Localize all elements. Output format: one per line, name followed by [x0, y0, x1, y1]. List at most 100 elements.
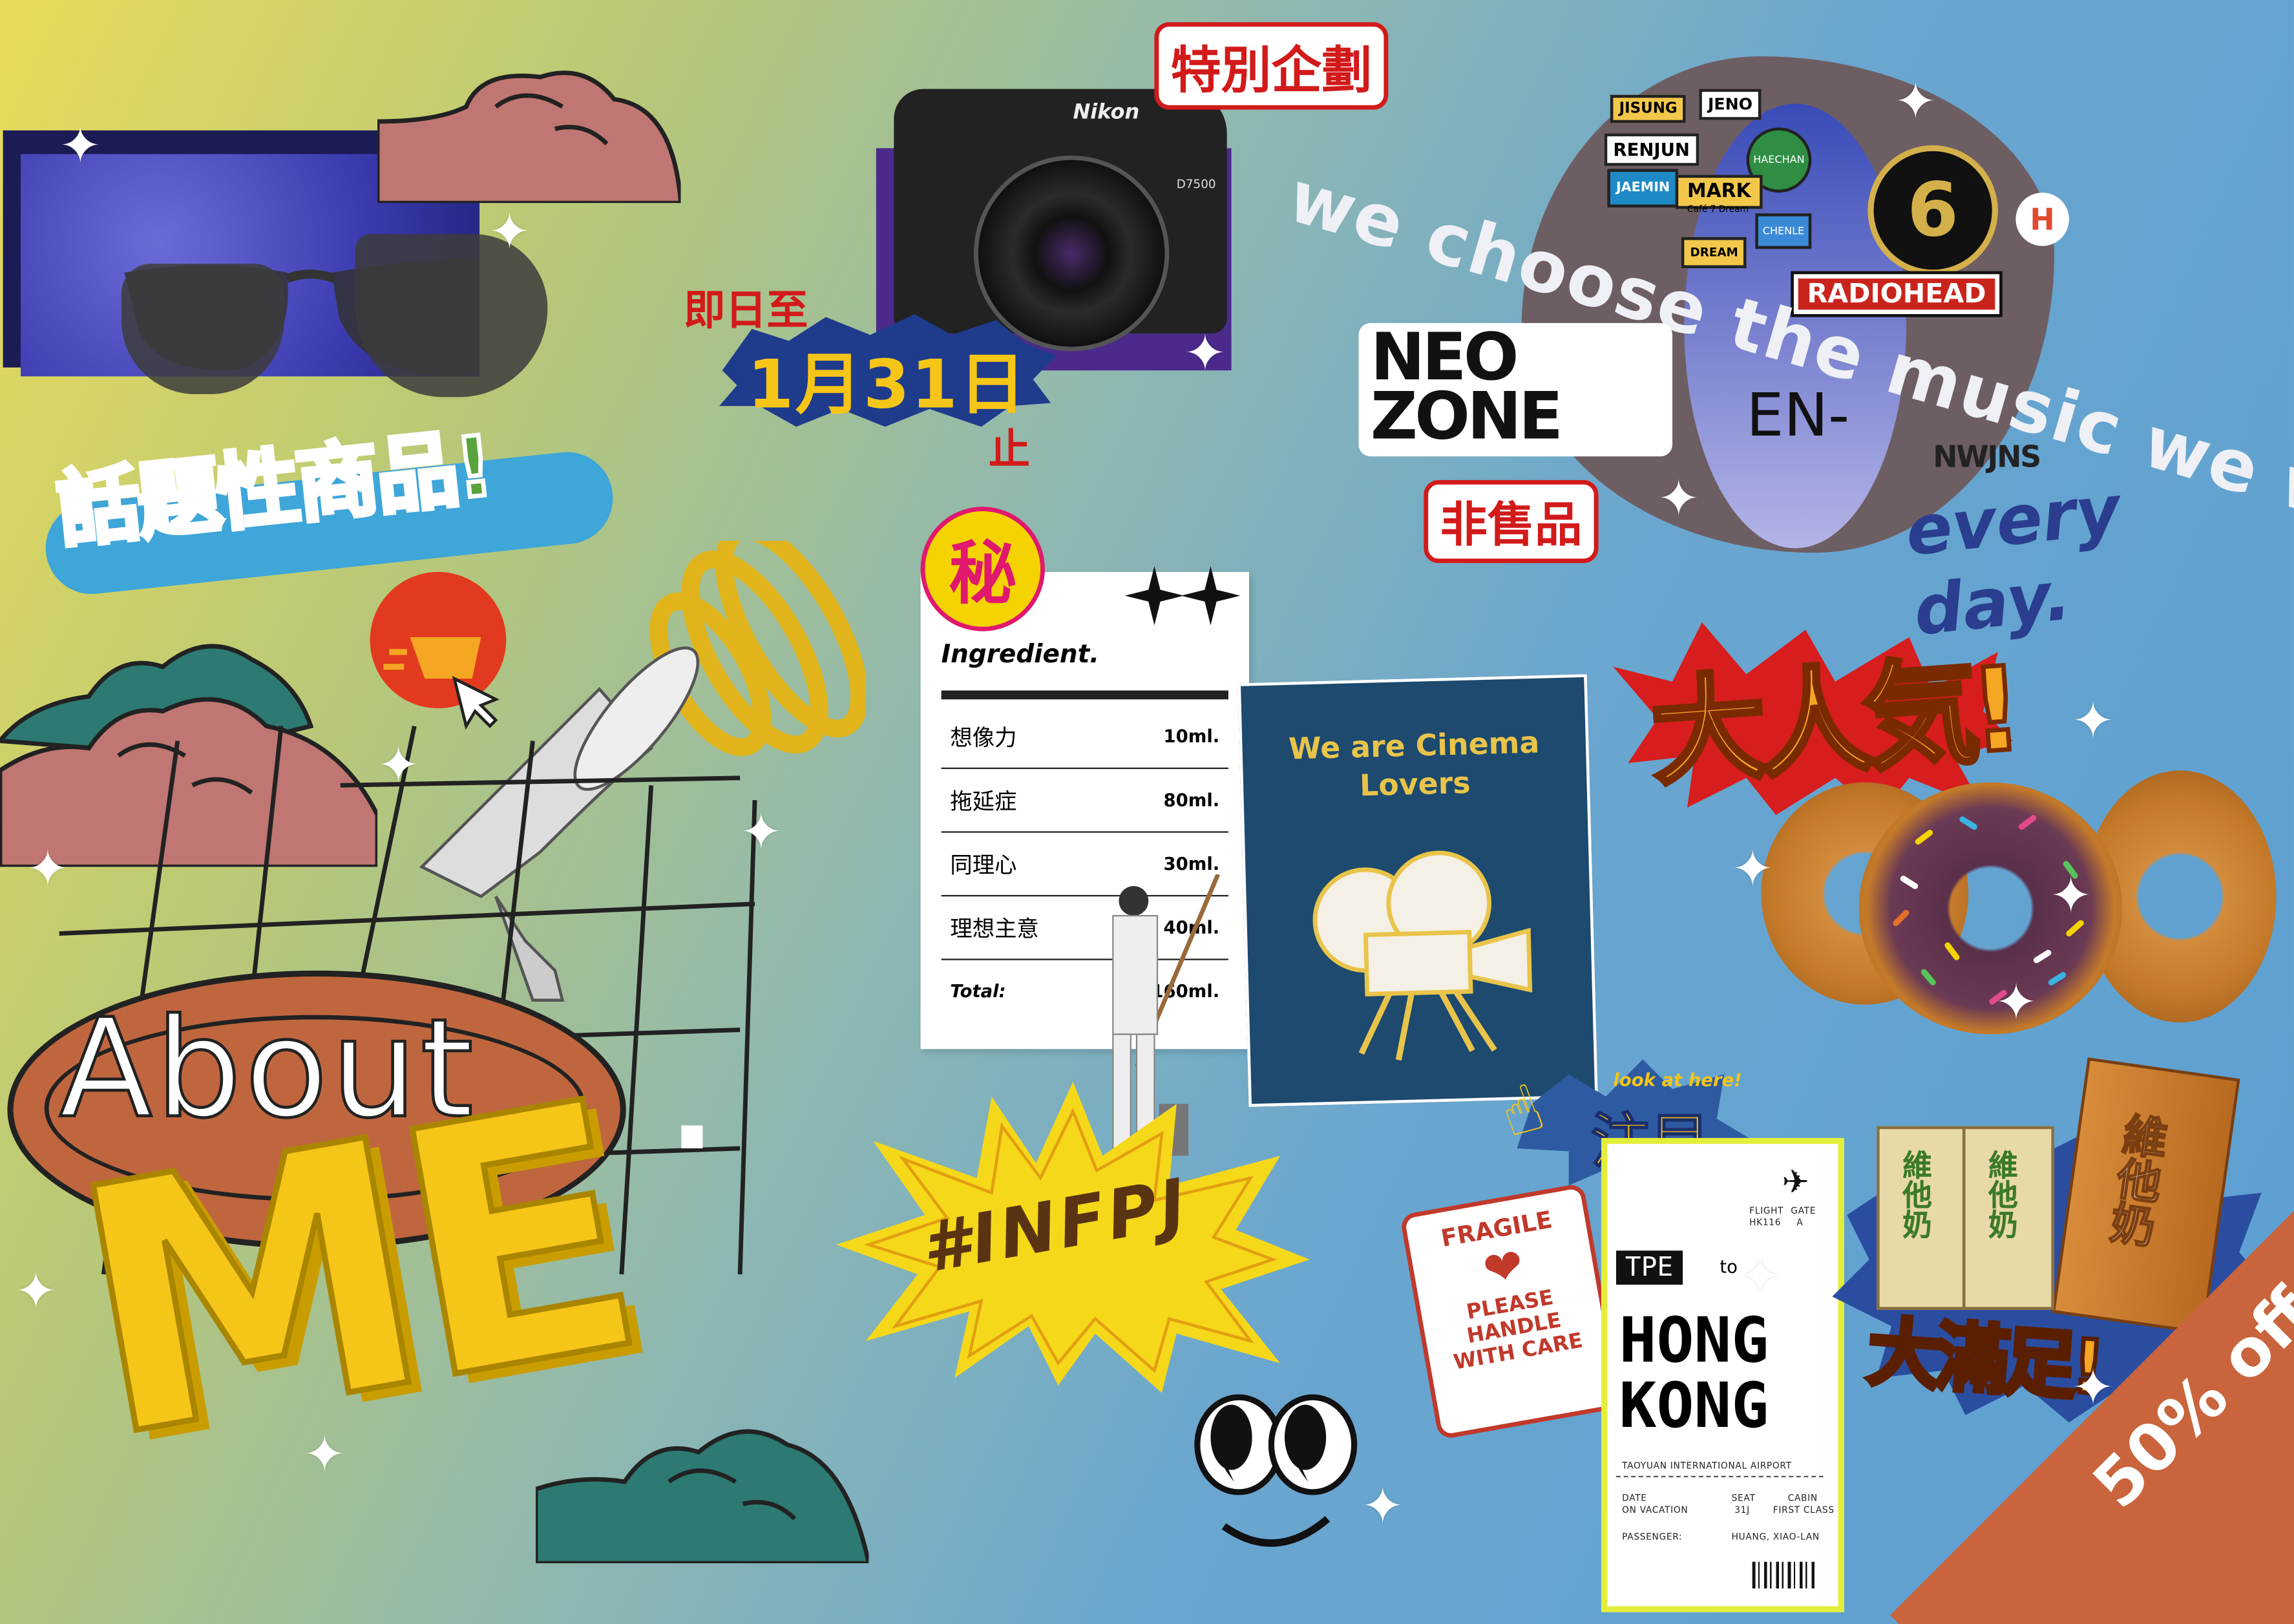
popular-burst	[1613, 622, 2013, 816]
ingredient-row: 拖延症 80ml.	[941, 769, 1228, 833]
name-badge-mark: MARK	[1675, 174, 1763, 209]
ticket-cabin-label: CABIN	[1787, 1493, 1818, 1504]
sparkle-icon: ✦	[303, 1425, 346, 1485]
ingredient-total-row: Total: 160ml.	[950, 980, 1220, 1002]
name-badge-chenle: CHENLE	[1755, 213, 1812, 249]
ticket-date: ON VACATION	[1622, 1505, 1689, 1516]
ingredient-card: Ingredient. 想像力 10ml. 拖延症 80ml. 同理心 30ml. 理…	[920, 572, 1250, 1049]
ticket-airport: TAOYUAN INTERNATIONAL AIRPORT	[1622, 1461, 1792, 1471]
airplane-icon: ✈	[1782, 1165, 1809, 1202]
name-badge-jisung: JISUNG	[1610, 94, 1687, 123]
sparkle-icon: ✦	[26, 840, 69, 900]
ingredient-title: Ingredient.	[941, 640, 1100, 670]
h-badge-icon: H	[2015, 193, 2069, 246]
secret-badge: 秘	[920, 507, 1045, 631]
satisfied-text: 大滿足!	[1862, 1307, 2104, 1414]
sparkle-icon: ✦	[2072, 691, 2114, 752]
neo-zone-sticker	[1358, 322, 1673, 457]
cafe-label: Café 7 Dream	[1687, 204, 1749, 215]
me-text: ME	[48, 1029, 656, 1519]
sparkle-icon: ✦	[2050, 867, 2092, 927]
ingredient-row: 想像力 10ml.	[941, 705, 1228, 770]
sparkle-icon: ✦	[488, 203, 531, 262]
attention-small-text: look at here!	[1613, 1070, 1742, 1091]
sparkle-icon: ✦	[1894, 72, 1937, 132]
ticket-from: TPE	[1616, 1250, 1682, 1285]
star-sparkle-icon	[1124, 565, 1241, 626]
special-badge: 特別企劃	[1154, 22, 1389, 110]
ticket-to-word: to	[1720, 1256, 1738, 1278]
camera-lens	[974, 155, 1170, 352]
cinema-card: We are Cinema Lovers	[1237, 674, 1598, 1107]
popular-text: 大人気!	[1645, 642, 2021, 805]
camera-brand: Nikon	[1073, 100, 1140, 125]
fragile-sticker: FRAGILE ❤ PLEASE HANDLE WITH CARE	[1399, 1183, 1623, 1440]
vitasoy-pack-2: 維他奶	[1962, 1126, 2054, 1310]
sprinkles-icon	[1893, 815, 2084, 1005]
ticket-dest-2: KONG	[1619, 1369, 1769, 1442]
vitasoy-pack-1: 維他奶	[1877, 1126, 1969, 1310]
donut-sprinkles	[1858, 782, 2123, 1035]
cloud-pink-top	[377, 70, 681, 204]
camera-model: D7500	[1176, 178, 1216, 191]
cinema-title: We are Cinema Lovers	[1288, 724, 1540, 803]
radiohead-badge: RADIOHEAD	[1791, 271, 2003, 317]
flight-ticket: FLIGHT HK116 GATE A ✈ TPE to HONG KONG T…	[1601, 1137, 1844, 1612]
until-suffix: 止	[988, 425, 1031, 474]
cloud-teal-bottom	[536, 1429, 869, 1564]
ticket-dest-1: HONG	[1619, 1303, 1769, 1377]
smiley-face-icon	[1194, 1394, 1358, 1547]
neo-zone-text-2: ZONE	[1370, 379, 1563, 455]
ingredient-row: 理想主意 40ml.	[941, 896, 1228, 960]
ingredient-title-rule	[941, 690, 1228, 700]
ticket-passenger: HUANG, XIAO-LAN	[1731, 1532, 1820, 1543]
about-ellipse-inner	[44, 1015, 586, 1202]
ticket-gate: A	[1796, 1218, 1804, 1229]
ticket-passenger-label: PASSENGER:	[1622, 1532, 1683, 1543]
film-camera-icon	[1312, 850, 1533, 1061]
sunglasses-lens-left	[121, 264, 284, 394]
ingredient-row: 同理心 30ml.	[941, 833, 1228, 897]
mbti-starburst	[836, 1081, 1310, 1393]
about-dot: .	[669, 1037, 715, 1178]
name-badge-dream: DREAM	[1681, 237, 1747, 269]
cloud-teal-pink-left	[0, 644, 378, 867]
ticket-flight: HK116	[1749, 1218, 1782, 1229]
sparkle-icon: ✦	[14, 1262, 58, 1322]
cart-icon	[383, 637, 500, 730]
ticket-cabin: FIRST CLASS	[1773, 1505, 1835, 1516]
sunglasses-lens-right	[355, 234, 548, 397]
sparkle-icon: ✦	[377, 736, 420, 796]
sparkle-icon: ✦	[1184, 324, 1226, 384]
sparkle-icon: ✦	[1739, 1247, 1782, 1307]
ticket-divider	[1616, 1475, 1824, 1478]
nwjns-text: NWJNS	[1933, 438, 2041, 474]
neo-zone-text-1: NEO	[1370, 320, 1519, 396]
sparkle-icon: ✦	[59, 117, 101, 176]
until-prefix: 即日至	[684, 286, 808, 335]
nct-sticker-group: JISUNG JENO RENJUN HAECHAN JAEMIN MARK C…	[1599, 77, 1812, 269]
about-text: About	[58, 988, 477, 1150]
sparkle-icon: ✦	[1657, 469, 1700, 529]
ticket-seat-label: SEAT	[1731, 1493, 1756, 1504]
sparkle-icon: ✦	[1995, 973, 2037, 1033]
ticket-barcode	[1752, 1561, 1815, 1588]
date-text: 1月31日	[747, 345, 1027, 424]
sparkle-icon: ✦	[1731, 840, 1774, 900]
sparkle-icon: ✦	[2072, 1358, 2114, 1418]
six-badge: 6	[1868, 145, 1998, 276]
not-for-sale-badge: 非售品	[1424, 480, 1599, 564]
sparkle-icon: ✦	[1362, 1477, 1404, 1537]
ticket-flight-label: FLIGHT	[1749, 1206, 1784, 1217]
vitasoy-big-brand: 維他奶	[2098, 1109, 2169, 1250]
en-text: EN-	[1746, 382, 1850, 451]
ticket-date-label: DATE	[1622, 1493, 1647, 1504]
ticket-gate-label: GATE	[1791, 1206, 1816, 1217]
name-badge-jaemin: JAEMIN	[1607, 169, 1679, 208]
ticket-seat: 31J	[1734, 1505, 1750, 1516]
vitasoy-pack-2-brand: 維他奶	[1983, 1150, 2019, 1239]
ingredient-list: 想像力 10ml. 拖延症 80ml. 同理心 30ml. 理想主意 40ml. Tot…	[941, 705, 1228, 1022]
date-starburst	[719, 314, 1057, 427]
vitasoy-pack-1-brand: 維他奶	[1897, 1150, 1933, 1239]
